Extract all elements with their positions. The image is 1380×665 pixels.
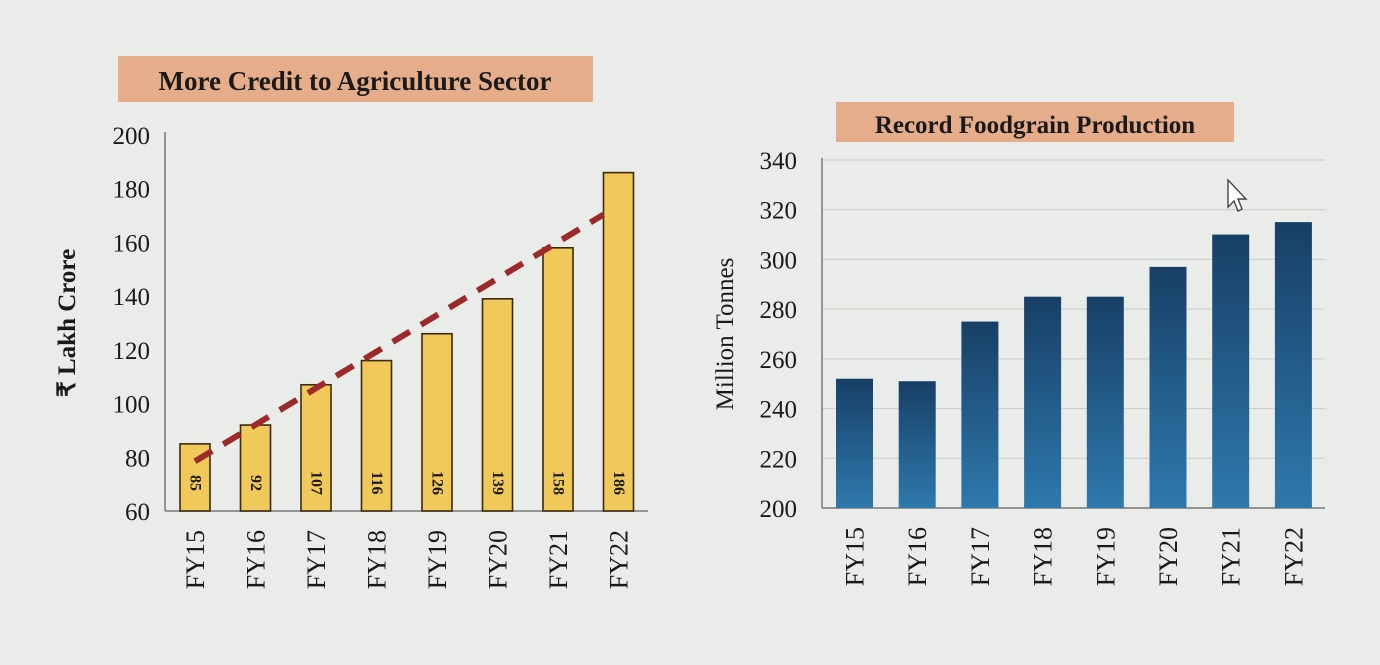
credit-bar bbox=[360, 359, 393, 512]
foodgrain-bar bbox=[1024, 296, 1062, 508]
credit-bar-data-label: 107 bbox=[308, 471, 325, 495]
foodgrain-chart-title: Record Foodgrain Production bbox=[875, 112, 1195, 139]
foodgrain-x-tick-label: FY22 bbox=[1279, 527, 1308, 586]
foodgrain-bar bbox=[1274, 222, 1312, 508]
credit-bar bbox=[300, 383, 332, 512]
credit-chart-title: More Credit to Agriculture Sector bbox=[159, 66, 552, 96]
credit-x-tick-label: FY20 bbox=[484, 530, 513, 589]
foodgrain-bar bbox=[1086, 296, 1124, 508]
credit-chart: More Credit to Agriculture Sector ₹ Lakh… bbox=[54, 56, 648, 589]
credit-x-tick-label: FY16 bbox=[242, 530, 271, 589]
credit-y-tick-label: 140 bbox=[113, 284, 151, 311]
foodgrain-x-tick-label: FY20 bbox=[1154, 527, 1183, 586]
credit-bar bbox=[481, 298, 514, 512]
credit-bar bbox=[542, 247, 574, 512]
foodgrain-y-tick-label: 340 bbox=[760, 148, 798, 175]
credit-bar-data-label: 126 bbox=[429, 471, 446, 495]
credit-bar-data-label: 158 bbox=[550, 471, 567, 495]
credit-x-tick-label: FY18 bbox=[363, 530, 392, 589]
foodgrain-x-tick-label: FY17 bbox=[966, 527, 995, 586]
credit-x-tick-label: FY15 bbox=[181, 530, 210, 589]
credit-bar bbox=[239, 424, 272, 512]
credit-bar bbox=[602, 171, 635, 512]
foodgrain-y-tick-label: 220 bbox=[760, 446, 798, 473]
credit-chart-x-ticks: FY15 FY16 FY17 FY18 FY19 FY20 FY21 FY22 bbox=[181, 530, 634, 589]
credit-y-tick-label: 80 bbox=[125, 445, 150, 472]
foodgrain-y-tick-label: 240 bbox=[760, 397, 798, 424]
foodgrain-x-tick-label: FY18 bbox=[1029, 527, 1058, 586]
foodgrain-chart-y-ticks: 200 220 240 260 280 300 320 340 bbox=[760, 148, 798, 523]
credit-x-tick-label: FY19 bbox=[423, 530, 452, 589]
credit-x-tick-label: FY17 bbox=[302, 530, 331, 589]
credit-chart-trendline bbox=[193, 211, 606, 464]
credit-x-tick-label: FY22 bbox=[605, 530, 634, 589]
foodgrain-chart-x-ticks: FY15 FY16 FY17 FY18 FY19 FY20 FY21 FY22 bbox=[841, 527, 1309, 586]
foodgrain-chart-grid bbox=[822, 159, 1325, 509]
foodgrain-chart-y-axis-label: Million Tonnes bbox=[712, 258, 739, 411]
credit-chart-bars: 85 92 107 116 126 139 158 186 bbox=[179, 171, 635, 512]
foodgrain-y-tick-label: 300 bbox=[760, 247, 798, 274]
foodgrain-bar bbox=[1149, 266, 1187, 508]
credit-y-tick-label: 180 bbox=[113, 177, 151, 204]
credit-bar-data-label: 139 bbox=[489, 471, 506, 495]
credit-y-tick-label: 160 bbox=[113, 230, 151, 257]
credit-chart-y-ticks: 60 80 100 120 140 160 180 200 bbox=[113, 123, 151, 526]
foodgrain-y-tick-label: 280 bbox=[760, 297, 798, 324]
foodgrain-chart-title-box bbox=[836, 102, 1234, 142]
foodgrain-bar bbox=[961, 321, 999, 508]
mouse-cursor-icon bbox=[1227, 178, 1248, 212]
credit-y-tick-label: 100 bbox=[113, 392, 151, 419]
foodgrain-chart: Record Foodgrain Production Million Tonn… bbox=[712, 102, 1325, 586]
credit-y-tick-label: 60 bbox=[125, 499, 150, 526]
credit-bar-data-label: 85 bbox=[187, 475, 204, 491]
foodgrain-x-tick-label: FY19 bbox=[1091, 527, 1120, 586]
credit-chart-title-box bbox=[118, 56, 593, 102]
credit-y-tick-label: 200 bbox=[113, 123, 151, 150]
credit-chart-y-axis-label: ₹ Lakh Crore bbox=[54, 249, 81, 397]
foodgrain-bar bbox=[898, 381, 936, 508]
foodgrain-bar bbox=[836, 378, 873, 508]
credit-bar-data-label: 116 bbox=[368, 471, 385, 494]
foodgrain-x-tick-label: FY21 bbox=[1217, 527, 1246, 586]
foodgrain-y-tick-label: 260 bbox=[760, 347, 798, 374]
credit-y-tick-label: 120 bbox=[113, 338, 151, 365]
foodgrain-x-tick-label: FY15 bbox=[841, 527, 870, 586]
credit-bar-data-label: 92 bbox=[247, 475, 264, 491]
foodgrain-x-tick-label: FY16 bbox=[903, 527, 932, 586]
foodgrain-y-tick-label: 320 bbox=[760, 198, 798, 225]
credit-bar bbox=[421, 332, 453, 512]
foodgrain-bar bbox=[1212, 234, 1250, 509]
credit-bar-data-label: 186 bbox=[610, 471, 627, 495]
credit-x-tick-label: FY21 bbox=[544, 530, 573, 589]
foodgrain-chart-bars bbox=[836, 222, 1312, 509]
foodgrain-y-tick-label: 200 bbox=[760, 496, 798, 523]
